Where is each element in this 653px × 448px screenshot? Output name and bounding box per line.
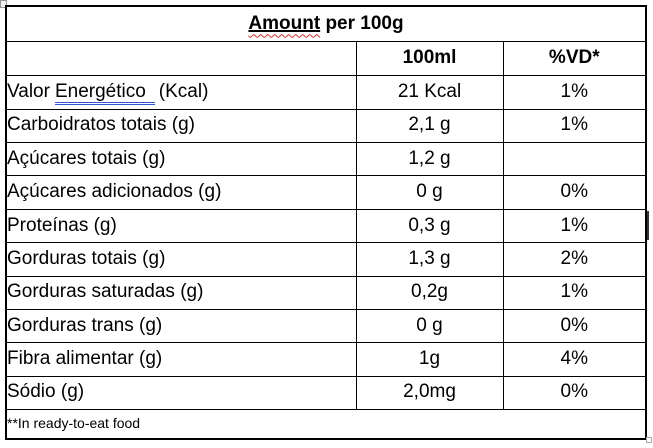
grammar-underline: Energético bbox=[54, 81, 155, 106]
nutrient-value: 1,3 g bbox=[355, 242, 504, 277]
header-empty-cell bbox=[5, 40, 357, 77]
title-rest: per 100g bbox=[320, 12, 404, 34]
nutrient-label: Sódio (g) bbox=[5, 375, 357, 411]
table-row: Açúcares totais (g) 1,2 g bbox=[5, 142, 647, 177]
table-title: Amount per 100g bbox=[5, 5, 647, 42]
table-row: 100ml %VD* bbox=[5, 40, 647, 77]
table-row: Proteínas (g) 0,3 g 1% bbox=[5, 208, 647, 244]
nutrient-label: Proteínas (g) bbox=[5, 208, 357, 244]
title-underlined-word: Amount bbox=[248, 13, 320, 34]
nutrient-label: Carboidratos totais (g) bbox=[5, 108, 357, 144]
nutrient-vd: 0% bbox=[502, 308, 647, 344]
nutrient-label: Açúcares totais (g) bbox=[5, 142, 357, 177]
table-row: Amount per 100g bbox=[5, 5, 647, 42]
table-row: Gorduras totais (g) 1,3 g 2% bbox=[5, 242, 647, 277]
text-cursor bbox=[647, 211, 649, 240]
nutrient-vd: 1% bbox=[502, 75, 647, 110]
table-row: Sódio (g) 2,0mg 0% bbox=[5, 375, 647, 411]
nutrient-vd: 4% bbox=[502, 342, 647, 377]
nutrient-vd bbox=[502, 142, 647, 177]
table-row: Carboidratos totais (g) 2,1 g 1% bbox=[5, 108, 647, 144]
table-row: **In ready-to-eat food bbox=[5, 409, 647, 440]
table-row: Gorduras saturadas (g) 0,2g 1% bbox=[5, 275, 647, 310]
table-resize-handle-icon[interactable] bbox=[646, 437, 652, 443]
table-row: Açúcares adicionados (g) 0 g 0% bbox=[5, 175, 647, 210]
nutrient-vd: 0% bbox=[502, 175, 647, 210]
nutrient-value: 1g bbox=[355, 342, 504, 377]
nutrition-table: Amount per 100g 100ml %VD* Valor Energéti… bbox=[5, 5, 648, 440]
nutrient-vd: 1% bbox=[502, 275, 647, 310]
column-header-100ml: 100ml bbox=[355, 40, 504, 77]
nutrient-value: 21 Kcal bbox=[355, 75, 504, 110]
nutrient-value: 2,0mg bbox=[355, 375, 504, 411]
nutrient-value: 1,2 g bbox=[355, 142, 504, 177]
table-row: Fibra alimentar (g) 1g 4% bbox=[5, 342, 647, 377]
table-row: Gorduras trans (g) 0 g 0% bbox=[5, 308, 647, 344]
nutrient-label: Gorduras trans (g) bbox=[5, 308, 357, 344]
nutrient-value: 0,3 g bbox=[355, 208, 504, 244]
nutrient-label: Gorduras totais (g) bbox=[5, 242, 357, 277]
nutrient-label: Açúcares adicionados (g) bbox=[5, 175, 357, 210]
nutrient-value: 0 g bbox=[355, 308, 504, 344]
nutrient-label: Gorduras saturadas (g) bbox=[5, 275, 357, 310]
table-row: Valor Energético (Kcal) 21 Kcal 1% bbox=[5, 75, 647, 110]
nutrient-value: 0 g bbox=[355, 175, 504, 210]
nutrient-vd: 1% bbox=[502, 108, 647, 144]
nutrient-vd: 1% bbox=[502, 208, 647, 244]
nutrient-value: 0,2g bbox=[355, 275, 504, 310]
table-move-handle-icon[interactable] bbox=[0, 0, 7, 8]
nutrient-value: 2,1 g bbox=[355, 108, 504, 144]
footnote: **In ready-to-eat food bbox=[5, 409, 647, 440]
nutrient-vd: 2% bbox=[502, 242, 647, 277]
nutrient-label: Fibra alimentar (g) bbox=[5, 342, 357, 377]
nutrient-label: Valor Energético (Kcal) bbox=[5, 75, 357, 110]
spellcheck-squiggle: Amount bbox=[248, 12, 321, 34]
nutrient-vd: 0% bbox=[502, 375, 647, 411]
column-header-vd: %VD* bbox=[502, 40, 647, 77]
